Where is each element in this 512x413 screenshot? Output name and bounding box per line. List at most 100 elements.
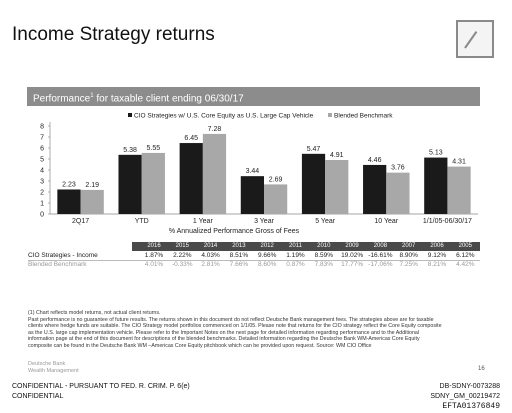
- footnotes: (1) Chart reflects model returns, not ac…: [28, 310, 480, 350]
- bar-value-label: 4.31: [452, 159, 466, 166]
- table-cell: 2.22%: [173, 252, 192, 259]
- legend-swatch: [328, 113, 332, 117]
- table-cell: 8.51%: [229, 252, 249, 259]
- bar-value-label: 4.46: [368, 157, 382, 164]
- x-tick-label: 3 Year: [254, 218, 275, 225]
- y-tick-label: 4: [40, 168, 44, 175]
- year-header: 2009: [345, 243, 359, 249]
- table-cell: 4.42%: [456, 261, 475, 268]
- year-header: 2011: [289, 243, 302, 249]
- bar-cio: [179, 143, 203, 214]
- footnote-line: information page at the end of this docu…: [28, 336, 420, 343]
- table-cell: 9.66%: [257, 252, 277, 259]
- banner-footnote-mark: 1: [90, 93, 94, 99]
- year-header: 2015: [175, 243, 189, 249]
- footer-brand-line1: Deutsche Bank: [28, 361, 66, 367]
- bar-value-label: 5.13: [429, 150, 443, 157]
- bates-number-2: SDNY_GM_00219472: [430, 393, 500, 400]
- bates-number-1: DB-SDNY-0073288: [439, 383, 500, 390]
- bates-number-3: EFTA01376849: [442, 402, 500, 411]
- year-header: 2006: [430, 243, 444, 249]
- x-axis-title: % Annualized Performance Gross of Fees: [169, 228, 300, 235]
- table-cell: 7.25%: [399, 261, 418, 268]
- year-header: 2013: [232, 243, 246, 249]
- bar-cio: [240, 176, 264, 214]
- bar-value-label: 2.19: [85, 182, 99, 189]
- table-cell: 17.77%: [341, 261, 364, 268]
- bar-value-label: 3.44: [246, 168, 260, 175]
- x-tick-label: 5 Year: [315, 218, 336, 225]
- x-tick-label: 1 Year: [193, 218, 214, 225]
- table-divider: [28, 260, 480, 261]
- table-cell: 6.12%: [456, 252, 475, 259]
- table-row: CIO Strategies - Income 1.87% 2.22% 4.03% 8.…: [28, 252, 480, 261]
- bar-benchmark: [325, 159, 349, 214]
- year-header: 2007: [402, 243, 416, 249]
- bar-benchmark: [264, 184, 288, 214]
- bar-value-label: 6.45: [184, 135, 198, 142]
- legend-label: CIO Strategies w/ U.S. Core Equity as U.…: [134, 113, 314, 120]
- performance-banner: Performance1 for taxable client ending 0…: [27, 87, 480, 106]
- bar-cio: [363, 164, 387, 214]
- bar-value-label: 2.23: [62, 181, 76, 188]
- bar-cio: [424, 157, 448, 214]
- bar-cio: [301, 153, 326, 214]
- table-cell: -0.33%: [171, 261, 193, 268]
- y-tick-label: 3: [40, 179, 44, 186]
- bar-value-label: 7.28: [208, 126, 222, 133]
- table-cell: -16.61%: [368, 252, 393, 259]
- footnote-line: composite can be found in the Deutsche B…: [28, 342, 372, 349]
- y-tick-label: 6: [40, 146, 44, 153]
- year-header: 2005: [458, 243, 472, 249]
- page-number: 16: [478, 366, 485, 372]
- deutsche-bank-logo: [456, 20, 494, 58]
- table-cell: 1.87%: [144, 252, 164, 259]
- footer-brand: Deutsche Bank Wealth Management: [28, 361, 79, 375]
- footer-brand-line2: Wealth Management: [28, 368, 79, 374]
- y-tick-label: 1: [40, 201, 44, 208]
- bar-value-label: 5.38: [123, 147, 137, 154]
- table-row: Blended Benchmark 4.01% -0.33% 2.81% 7.66% 8.…: [28, 261, 480, 270]
- legend-label: Blended Benchmark: [334, 113, 393, 120]
- bar-cio: [57, 189, 81, 214]
- table-cell: 7.83%: [314, 261, 334, 268]
- table-cell: 19.02%: [341, 252, 364, 259]
- table-cell: 4.03%: [201, 252, 220, 259]
- year-header: 2008: [373, 243, 388, 249]
- footnote-line: (1) Chart reflects model returns, not ac…: [28, 310, 161, 316]
- table-cell: 2.81%: [201, 261, 220, 268]
- table-cell: 8.60%: [257, 261, 277, 268]
- x-tick-label: 2Q17: [72, 218, 89, 225]
- table-cell: -17.06%: [368, 261, 393, 268]
- y-tick-label: 5: [40, 157, 44, 164]
- table-cell: 1.19%: [286, 252, 305, 259]
- bar-value-label: 4.91: [330, 152, 344, 159]
- table-year-header: 2016 2015 2014 2013 2012 2011 2010 2009 2008 2007…: [132, 242, 480, 251]
- legend-swatch: [128, 113, 132, 117]
- bar-cio: [118, 154, 142, 214]
- bar-benchmark: [141, 152, 165, 214]
- y-tick-label: 0: [40, 212, 44, 219]
- y-tick-label: 7: [40, 135, 44, 142]
- year-header: 2012: [260, 243, 274, 249]
- y-tick-label: 2: [40, 190, 44, 197]
- bar-benchmark: [386, 172, 410, 214]
- banner-text-rest: for taxable client ending 06/30/17: [93, 93, 244, 105]
- table-cell: 9.12%: [427, 252, 447, 259]
- year-header: 2016: [147, 243, 161, 249]
- bar-value-label: 5.47: [307, 146, 321, 153]
- year-header: 2010: [317, 243, 331, 249]
- footnote-line: clients where hedge funds are suitable. …: [28, 323, 442, 330]
- table-cell: 4.01%: [144, 261, 164, 268]
- footnote-line: as the U.S. large cap implementation veh…: [28, 329, 420, 336]
- footnote-line: Past performance is no guarantee of futu…: [28, 316, 434, 323]
- table-cell: 7.66%: [229, 261, 249, 268]
- x-tick-label: YTD: [135, 218, 149, 225]
- bar-value-label: 3.76: [391, 165, 405, 172]
- bar-benchmark: [202, 133, 227, 214]
- bar-benchmark: [80, 189, 104, 214]
- returns-bar-chart: CIO Strategies w/ U.S. Core Equity as U.…: [40, 113, 478, 235]
- confidential-label: CONFIDENTIAL: [12, 393, 64, 400]
- bar-benchmark: [447, 166, 471, 214]
- confidential-notice: CONFIDENTIAL - PURSUANT TO FED. R. CRIM.…: [12, 383, 190, 390]
